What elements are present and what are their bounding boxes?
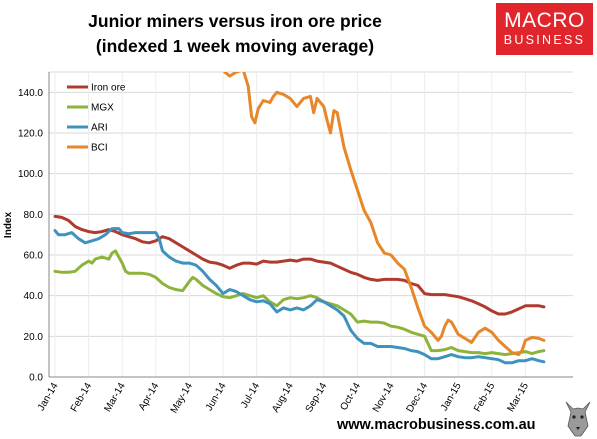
legend: Iron ore MGX ARI BCI xyxy=(67,83,126,154)
chart-title-line1: Junior miners versus iron ore price xyxy=(88,11,382,31)
series-lines xyxy=(53,72,546,365)
legend-label: BCI xyxy=(91,143,108,154)
y-tick-label: 140.0 xyxy=(18,88,43,99)
chart-title-line2: (indexed 1 week moving average) xyxy=(95,36,375,56)
x-tick-label: Dec-14 xyxy=(405,381,431,415)
footer-url: www.macrobusiness.com.au xyxy=(337,417,536,433)
x-tick-label: Jan-14 xyxy=(36,381,61,413)
legend-label: Iron ore xyxy=(91,83,126,94)
x-tick-label: Oct-14 xyxy=(338,381,363,413)
series-line-bci xyxy=(223,72,546,357)
y-axis-label: Index xyxy=(3,212,14,239)
y-tick-labels: 0.0 20.0 40.0 60.0 80.0 100.0 120.0 140.0 xyxy=(18,88,43,384)
series-line-mgx xyxy=(53,249,546,357)
logo-line2: BUSINESS xyxy=(503,33,586,47)
wolf-logo-icon xyxy=(565,401,591,437)
x-tick-label: Apr-14 xyxy=(137,381,162,413)
gridlines xyxy=(49,71,573,378)
x-tick-label: Feb-15 xyxy=(472,381,498,414)
y-tick-label: 80.0 xyxy=(24,210,44,221)
x-tick-label: Nov-14 xyxy=(371,381,397,415)
x-tick-label: Feb-14 xyxy=(69,381,95,414)
series-line-iron-ore xyxy=(53,214,546,316)
x-tick-labels: Jan-14 Feb-14 Mar-14 Apr-14 May-14 Jun-14 Jul-… xyxy=(36,381,531,416)
y-tick-label: 0.0 xyxy=(29,373,43,384)
y-tick-label: 20.0 xyxy=(24,332,44,343)
x-tick-label: May-14 xyxy=(169,381,195,416)
axes xyxy=(48,72,573,378)
x-tick-label: Jan-15 xyxy=(439,381,464,413)
y-tick-label: 120.0 xyxy=(18,129,43,140)
x-tick-label: Mar-15 xyxy=(506,381,532,414)
x-tick-label: Sep-14 xyxy=(304,381,330,415)
x-tick-label: Jun-14 xyxy=(204,381,229,413)
macrobusiness-logo: MACRO BUSINESS xyxy=(496,3,593,55)
y-tick-label: 60.0 xyxy=(24,251,44,262)
legend-label: MGX xyxy=(91,103,114,114)
y-tick-label: 100.0 xyxy=(18,169,43,180)
series-line-ari xyxy=(53,227,546,365)
legend-label: ARI xyxy=(91,123,108,134)
x-tick-label: Mar-14 xyxy=(102,381,128,414)
x-tick-label: Jul-14 xyxy=(239,381,262,410)
y-tick-label: 40.0 xyxy=(24,291,44,302)
x-tick-label: Aug-14 xyxy=(270,381,296,415)
logo-line1: MACRO xyxy=(504,9,585,32)
